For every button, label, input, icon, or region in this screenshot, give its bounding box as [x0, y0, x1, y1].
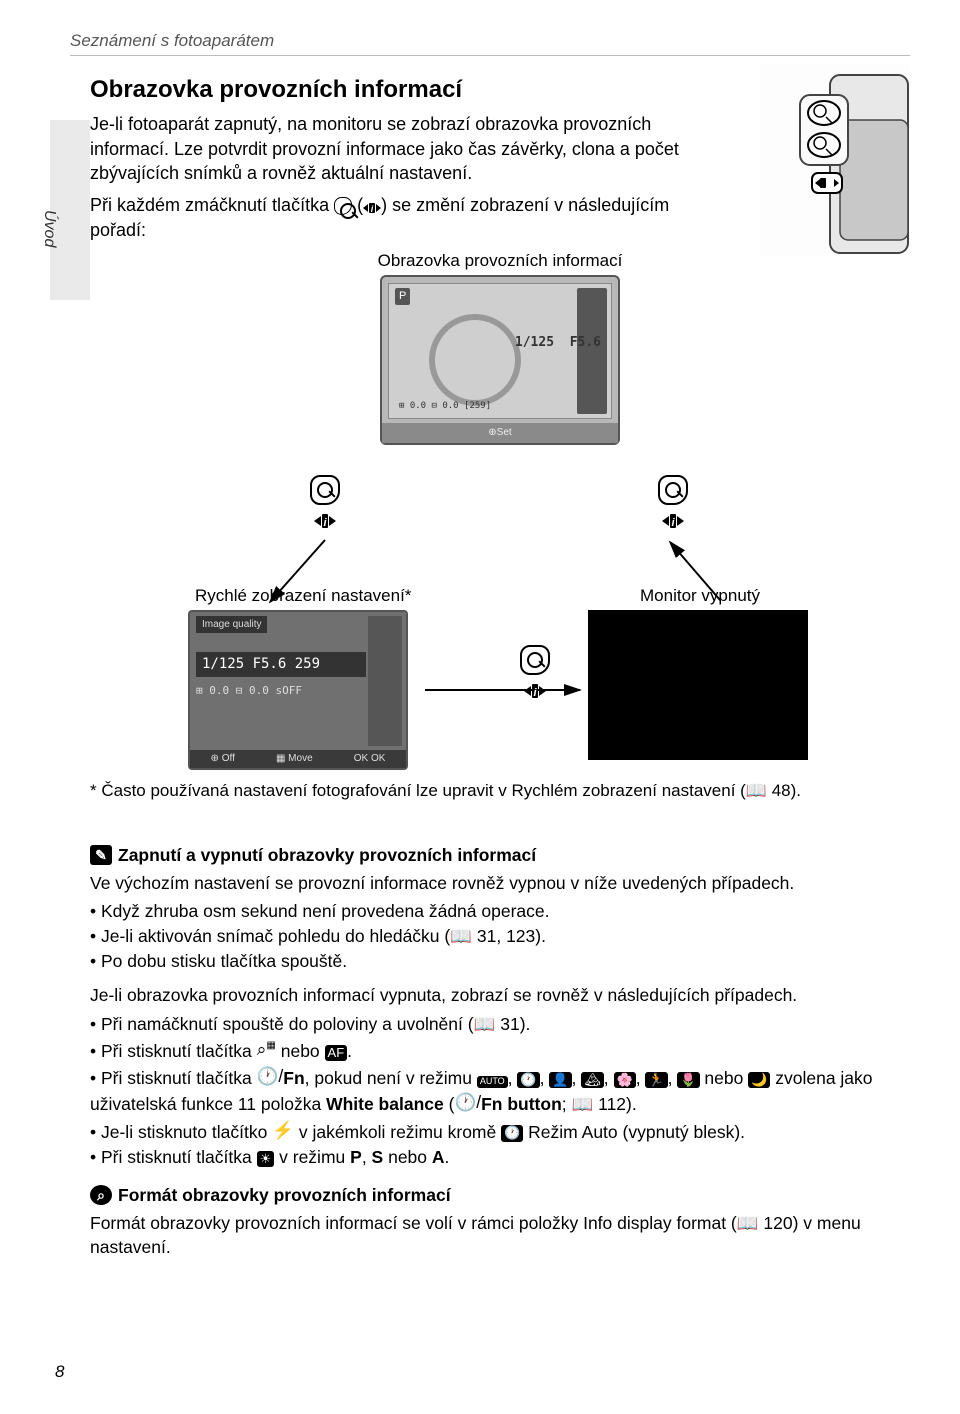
auto-mode-icon: AUTO [477, 1076, 508, 1088]
quick-settings-label: Rychlé zobrazení nastavení* [195, 585, 411, 608]
shutter-aperture-text: 1/125 F5.6 [515, 334, 601, 352]
monitor-off-label: Monitor vypnutý [640, 585, 760, 608]
scene-mode-icon: 🏃 [645, 1072, 667, 1088]
mode-a: A [432, 1147, 445, 1167]
scene-mode-icon: 🌷 [677, 1072, 699, 1088]
intro-paragraph-2: Při každém zmáčknutí tlačítka (i) se změ… [90, 193, 730, 242]
sidebar-tab-label: Úvod [38, 210, 60, 247]
list-item: Při namáčknutí spouště do poloviny a uvo… [90, 1012, 910, 1036]
qs-header: Image quality [196, 616, 267, 634]
display-cycle-diagram: Obrazovka provozních informací P 1/125 F… [150, 250, 850, 770]
note-bullet-list-a: Když zhruba osm sekund není provedena žá… [90, 899, 910, 973]
list-item: Při stisknutí tlačítka ⌕▦ nebo AF. [90, 1037, 910, 1063]
note-paragraph: Je-li obrazovka provozních informací vyp… [90, 983, 910, 1007]
lcd-footer: ⊕Set [382, 423, 618, 443]
info-switch-icon: i [363, 201, 381, 215]
info-switch-icon: i [658, 512, 688, 536]
pencil-icon: ✎ [90, 845, 112, 865]
note-paragraph: Formát obrazovky provozních informací se… [90, 1211, 910, 1259]
scene-mode-icon: 🌸 [614, 1072, 636, 1088]
list-item: Je-li aktivován snímač pohledu do hledáč… [90, 924, 910, 948]
lcd-bottom-row: ⊞ 0.0 ⊟ 0.0 [259] [395, 398, 571, 414]
list-item: Když zhruba osm sekund není provedena žá… [90, 899, 910, 923]
zoom-out-icon: ⌕▦ [257, 1037, 276, 1061]
scene-mode-icon: 👤 [549, 1072, 571, 1088]
scene-mode-icon: 🕐 [517, 1072, 539, 1088]
qs-mid-row: 1/125 F5.6 259 [196, 652, 366, 677]
magnifier-icon: ⌕ [90, 1185, 112, 1205]
list-item: Po dobu stisku tlačítka spouště. [90, 949, 910, 973]
scene-mode-icon: 🏔 [581, 1072, 604, 1088]
zoom-in-icon [520, 645, 550, 675]
timer-icon: 🕐/ [257, 1064, 284, 1088]
intro-paragraph: Je-li fotoaparát zapnutý, na monitoru se… [90, 112, 730, 185]
info-display-screen: P 1/125 F5.6 ⊞ 0.0 ⊟ 0.0 [259] ⊕Set [380, 275, 620, 445]
note-heading: ✎Zapnutí a vypnutí obrazovky provozních … [90, 843, 910, 867]
mode-s: S [372, 1147, 384, 1167]
fn-label: Fn [481, 1094, 502, 1114]
zoom-in-icon [310, 475, 340, 505]
qs-side-panel [368, 616, 402, 746]
info-switch-icon: i [520, 682, 550, 706]
zoom-in-icon [658, 475, 688, 505]
qs-footer: ⊕ Off ▦ Move OK OK [190, 750, 406, 768]
footnote-text: * Často používaná nastavení fotografován… [90, 780, 910, 803]
sidebar-tab: Úvod [50, 120, 90, 300]
camera-illustration [760, 65, 910, 255]
qs-bottom-row: ⊞ 0.0 ⊟ 0.0 sOFF [196, 684, 366, 699]
monitor-off-screen [588, 610, 808, 760]
noflash-mode-icon: 🕐 [501, 1125, 523, 1141]
note-display-format: ⌕Formát obrazovky provozních informací F… [90, 1183, 910, 1259]
fn-label: Fn [283, 1068, 304, 1088]
list-item: Je-li stisknuto tlačítko ⚡ v jakémkoli r… [90, 1118, 910, 1144]
note-heading: ⌕Formát obrazovky provozních informací [90, 1183, 910, 1207]
list-item: Při stisknutí tlačítka 🕐/Fn, pokud není … [90, 1064, 910, 1117]
scene-mode-icon: 🌙 [748, 1072, 770, 1088]
timer-icon: 🕐/ [454, 1090, 481, 1114]
ev-comp-icon: ☀ [257, 1151, 275, 1167]
mode-p: P [350, 1147, 362, 1167]
quick-settings-screen: Image quality 1/125 F5.6 259 ⊞ 0.0 ⊟ 0.0… [188, 610, 408, 770]
list-item: Při stisknutí tlačítka ☀ v režimu P, S n… [90, 1145, 910, 1169]
page-number: 8 [55, 1361, 64, 1384]
note-toggle-display: ✎Zapnutí a vypnutí obrazovky provozních … [90, 843, 910, 1169]
zoom-in-icon [334, 197, 352, 215]
note-bullet-list-b: Při namáčknutí spouště do poloviny a uvo… [90, 1012, 910, 1169]
diagram-top-label: Obrazovka provozních informací [150, 250, 850, 273]
info-switch-icon: i [310, 512, 340, 536]
flash-icon: ⚡ [272, 1118, 294, 1142]
mode-badge: P [395, 288, 410, 305]
note-paragraph: Ve výchozím nastavení se provozní inform… [90, 871, 910, 895]
chapter-title: Seznámení s fotoaparátem [70, 30, 910, 56]
af-icon: AF [325, 1045, 348, 1061]
